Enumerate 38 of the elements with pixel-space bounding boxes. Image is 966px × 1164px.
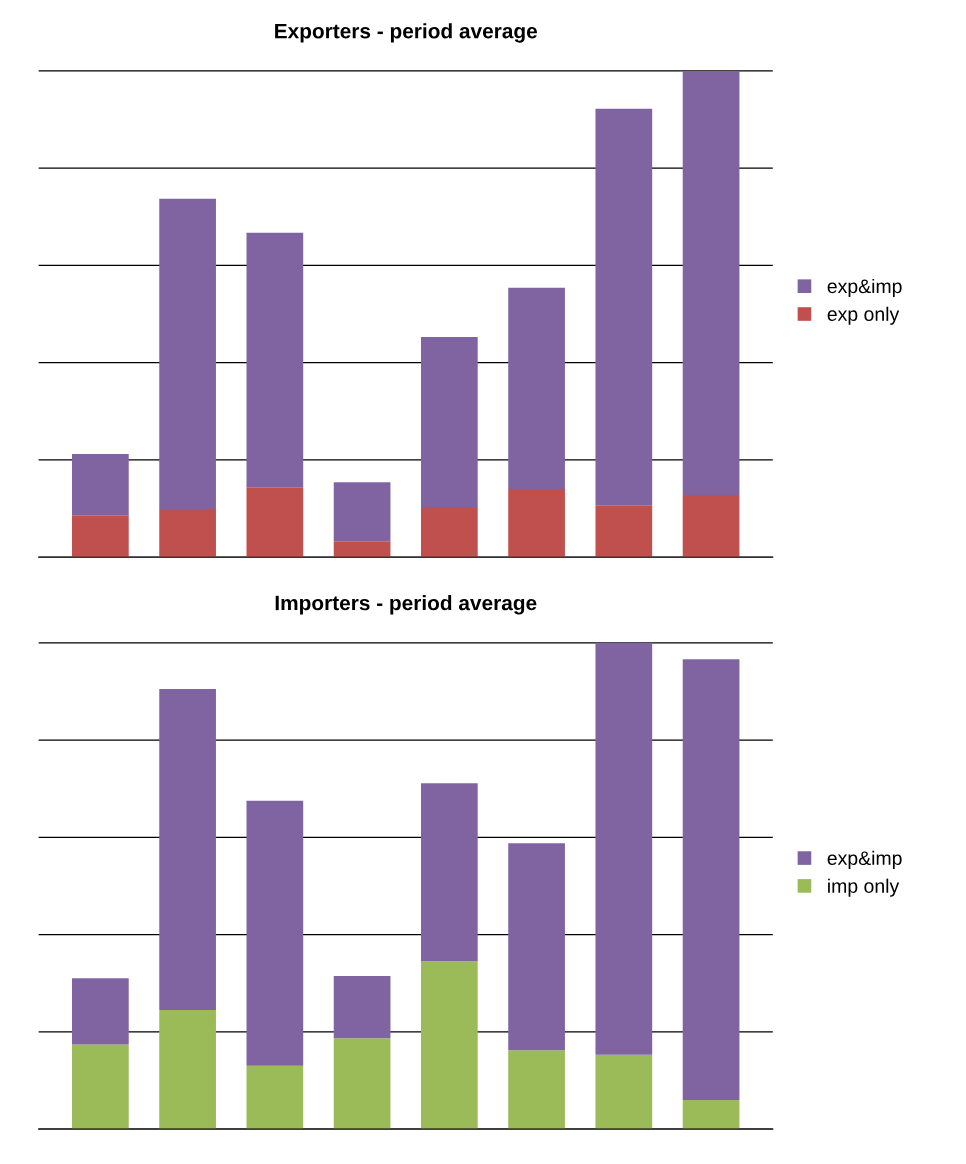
legend-label: imp only: [828, 878, 900, 897]
bar: [246, 1065, 304, 1130]
bar: [682, 494, 740, 558]
bar: [420, 336, 478, 508]
bar: [333, 541, 391, 558]
bar: [595, 642, 653, 1055]
bar: [72, 1044, 129, 1130]
legend-label: exp&imp: [827, 850, 902, 869]
bar: [333, 1038, 391, 1130]
bar: [420, 961, 478, 1130]
bar: [595, 1054, 653, 1130]
bar: [508, 287, 565, 490]
bar: [246, 487, 304, 558]
chart-title: Importers - period average: [275, 595, 537, 615]
bar: [420, 783, 478, 962]
legend-label: exp only: [827, 306, 900, 325]
bar: [246, 232, 304, 488]
bar: [72, 454, 129, 516]
bar: [159, 688, 216, 1010]
bar: [508, 489, 565, 558]
bar: [159, 509, 216, 558]
bar: [682, 659, 740, 1100]
bar: [72, 978, 129, 1045]
bar: [72, 515, 129, 558]
bar: [508, 843, 565, 1051]
bar: [159, 1009, 216, 1130]
bar: [420, 507, 478, 558]
bar: [508, 1050, 565, 1130]
bar: [333, 482, 391, 542]
bar: [595, 505, 653, 558]
bar: [682, 1099, 740, 1130]
bar: [682, 70, 740, 495]
legend-label: exp&imp: [827, 278, 902, 298]
bar: [333, 975, 391, 1039]
chart-title: Exporters - period average: [275, 23, 538, 43]
bar: [246, 800, 304, 1066]
bar: [159, 198, 216, 510]
bar: [595, 108, 653, 506]
